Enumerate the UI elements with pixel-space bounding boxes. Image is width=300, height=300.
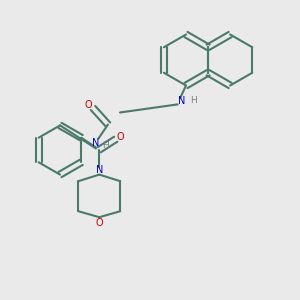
Text: H: H — [190, 96, 197, 105]
Text: N: N — [178, 95, 185, 106]
Text: N: N — [92, 137, 100, 148]
Text: O: O — [116, 132, 124, 142]
Text: O: O — [85, 100, 92, 110]
Text: H: H — [102, 141, 109, 150]
Text: N: N — [96, 165, 103, 175]
Text: O: O — [95, 218, 103, 228]
